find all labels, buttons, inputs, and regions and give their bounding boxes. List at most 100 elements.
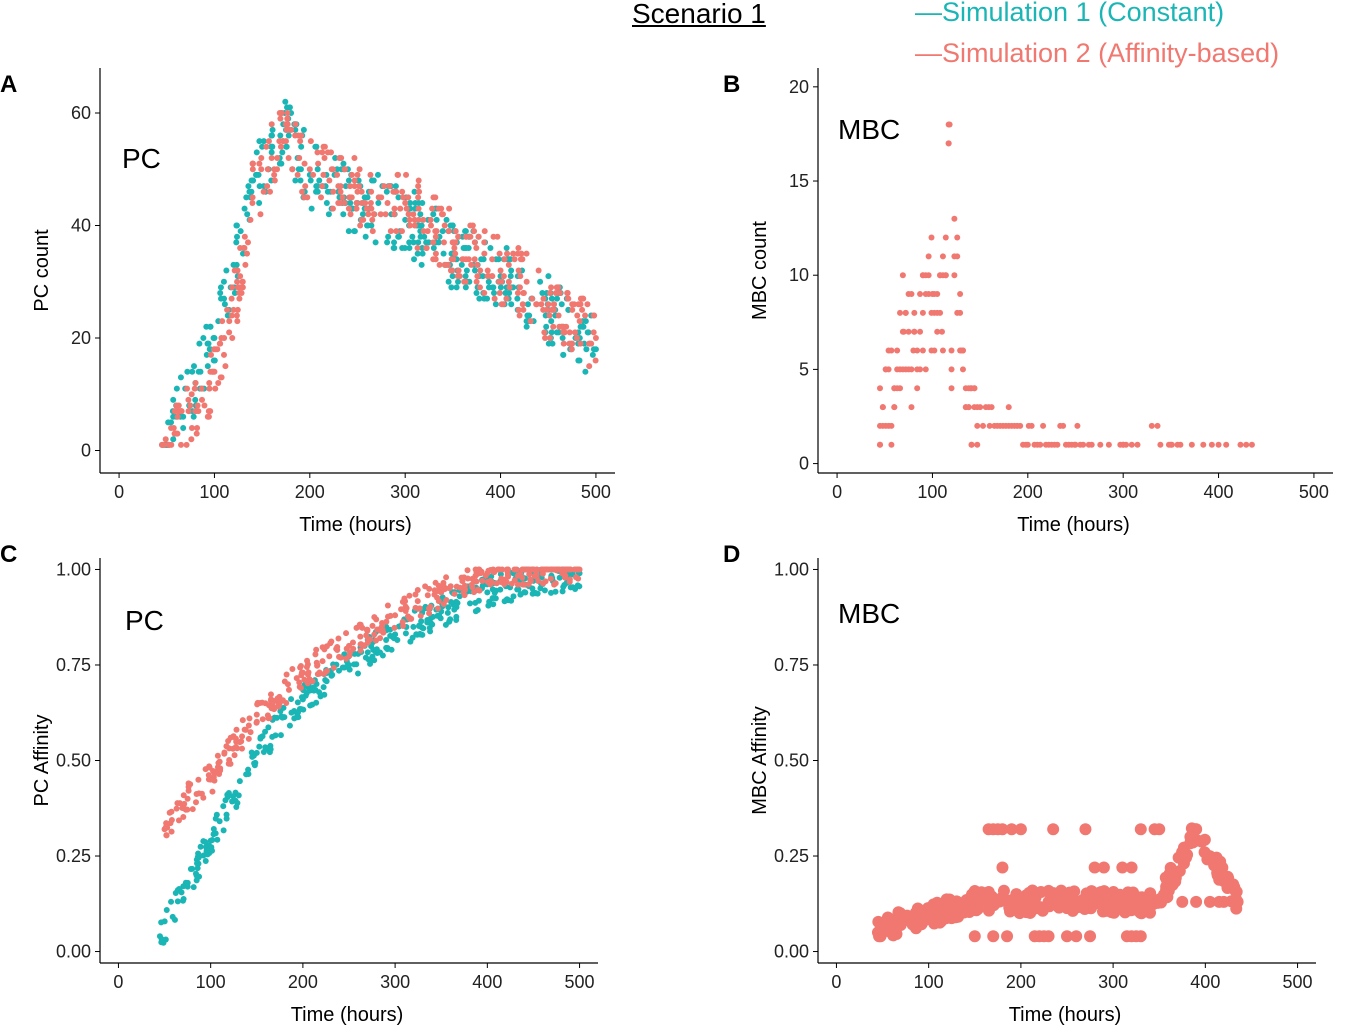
data-point bbox=[1110, 893, 1123, 906]
x-tick-label: 300 bbox=[390, 482, 420, 502]
data-point bbox=[364, 649, 371, 656]
data-point bbox=[908, 291, 915, 298]
data-point bbox=[201, 402, 208, 409]
data-point bbox=[347, 200, 354, 206]
data-point bbox=[577, 295, 584, 302]
data-point bbox=[534, 590, 541, 597]
data-point bbox=[908, 404, 915, 411]
data-point bbox=[407, 200, 414, 206]
panel-letter-a: A bbox=[0, 71, 18, 98]
data-point bbox=[273, 714, 280, 721]
data-point bbox=[1214, 857, 1227, 870]
data-point bbox=[996, 823, 1009, 836]
data-point bbox=[876, 441, 883, 448]
data-point bbox=[473, 278, 480, 285]
data-point bbox=[233, 222, 240, 229]
data-point bbox=[1168, 441, 1175, 448]
chart-panel-c: 0 100 200 300 400 500 0.00 0.25 0.50 0.75 1.00 Time… bbox=[31, 558, 598, 1026]
data-point bbox=[358, 216, 365, 223]
data-point bbox=[482, 572, 489, 579]
data-point bbox=[441, 222, 448, 229]
data-point bbox=[268, 149, 275, 156]
data-point bbox=[163, 832, 170, 839]
y-tick-label: 15 bbox=[789, 171, 809, 191]
data-point bbox=[391, 211, 398, 218]
data-point bbox=[357, 633, 364, 640]
data-point bbox=[398, 606, 405, 613]
data-point bbox=[965, 404, 972, 411]
data-point bbox=[412, 200, 419, 206]
data-point bbox=[447, 583, 454, 590]
data-point bbox=[592, 357, 599, 364]
data-point bbox=[439, 228, 446, 235]
data-point bbox=[312, 143, 319, 150]
x-tick-label: 0 bbox=[114, 482, 124, 502]
data-point bbox=[262, 744, 269, 751]
data-point bbox=[530, 566, 537, 573]
data-point bbox=[278, 110, 285, 116]
data-point bbox=[248, 188, 255, 195]
data-point bbox=[887, 929, 900, 942]
data-point bbox=[172, 430, 179, 437]
data-point bbox=[462, 284, 469, 291]
data-point bbox=[329, 205, 336, 212]
data-point bbox=[391, 205, 398, 212]
y-tick-label: 0.50 bbox=[774, 751, 809, 771]
data-point bbox=[503, 295, 510, 302]
data-point bbox=[301, 676, 308, 683]
data-point bbox=[351, 228, 358, 235]
data-point bbox=[359, 211, 366, 218]
data-point bbox=[363, 205, 370, 212]
data-point bbox=[484, 295, 491, 302]
data-point bbox=[192, 799, 199, 806]
data-point bbox=[458, 261, 465, 268]
data-point bbox=[532, 572, 539, 579]
x-tick-label: 200 bbox=[1013, 482, 1043, 502]
data-point bbox=[450, 239, 457, 246]
data-point bbox=[471, 228, 478, 235]
data-point bbox=[564, 290, 571, 296]
data-point bbox=[560, 351, 567, 358]
data-point bbox=[195, 408, 202, 415]
data-point bbox=[1074, 895, 1087, 908]
data-point bbox=[563, 323, 570, 330]
data-point bbox=[334, 171, 341, 178]
data-point bbox=[306, 166, 313, 173]
data-point bbox=[533, 301, 540, 308]
data-point bbox=[416, 188, 423, 195]
data-point bbox=[590, 346, 597, 353]
data-point bbox=[257, 211, 264, 218]
data-point bbox=[326, 177, 333, 184]
data-point bbox=[501, 598, 508, 605]
data-point bbox=[345, 205, 352, 212]
data-point bbox=[362, 654, 369, 661]
data-point bbox=[190, 363, 197, 370]
data-point bbox=[204, 847, 211, 854]
data-point bbox=[383, 188, 390, 195]
data-point bbox=[473, 245, 480, 251]
data-point bbox=[411, 256, 418, 263]
data-point bbox=[446, 205, 453, 212]
data-point bbox=[927, 898, 940, 911]
data-point bbox=[432, 233, 439, 240]
data-point bbox=[441, 261, 448, 268]
data-point bbox=[505, 278, 512, 285]
data-point bbox=[415, 194, 422, 201]
data-point bbox=[535, 578, 542, 585]
data-point bbox=[259, 143, 266, 150]
data-point bbox=[208, 847, 215, 854]
data-point bbox=[195, 368, 202, 375]
data-point bbox=[991, 895, 1004, 908]
data-point bbox=[988, 404, 995, 411]
data-point bbox=[481, 290, 488, 296]
data-point bbox=[573, 566, 580, 573]
data-point bbox=[302, 183, 309, 190]
data-point bbox=[550, 306, 557, 313]
data-point bbox=[285, 155, 292, 161]
data-point bbox=[288, 126, 295, 133]
data-point bbox=[162, 824, 169, 831]
data-point bbox=[1208, 441, 1215, 448]
data-point bbox=[524, 301, 531, 308]
data-point bbox=[391, 239, 398, 246]
data-point bbox=[568, 346, 575, 353]
